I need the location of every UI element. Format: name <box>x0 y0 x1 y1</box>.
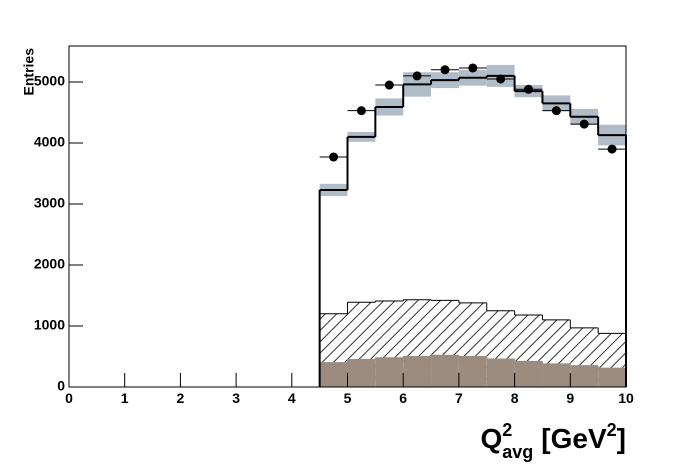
y-tick-label: 4000 <box>34 134 65 150</box>
x-tick-label: 1 <box>121 390 129 406</box>
x-label-sub: avg <box>502 442 533 462</box>
x-tick-label: 3 <box>232 390 240 406</box>
x-tick-label: 7 <box>455 390 463 406</box>
data-point <box>496 74 506 84</box>
filled-bin <box>486 358 515 387</box>
x-label-base: Q <box>480 423 502 454</box>
x-label-sup: 2 <box>502 420 512 440</box>
data-point <box>329 152 339 162</box>
filled-bin <box>458 356 487 387</box>
y-tick-label: 1000 <box>34 317 65 333</box>
x-label-close: ] <box>617 423 626 454</box>
y-tick-label: 5000 <box>34 73 65 89</box>
data-point <box>468 63 478 73</box>
filled-bin <box>598 368 626 387</box>
filled-bin <box>319 362 348 387</box>
data-point <box>384 80 394 90</box>
y-axis-label: Entries <box>21 48 37 96</box>
x-tick-label: 9 <box>566 390 574 406</box>
x-tick-label: 0 <box>65 390 73 406</box>
filled-bin <box>570 365 599 387</box>
x-tick-label: 4 <box>288 390 296 406</box>
data-point <box>551 106 561 116</box>
x-tick-label: 5 <box>344 390 352 406</box>
y-tick-label: 3000 <box>34 195 65 211</box>
filled-bin <box>514 361 543 387</box>
x-tick-label: 10 <box>618 390 634 406</box>
data-point <box>607 144 617 154</box>
x-axis-label: Q2 avg [GeV2] <box>480 420 626 462</box>
y-tick-label: 2000 <box>34 256 65 272</box>
x-tick-label: 2 <box>177 390 185 406</box>
data-point <box>579 119 589 129</box>
data-point <box>524 84 534 94</box>
filled-bin <box>431 355 459 387</box>
data-point <box>440 65 450 75</box>
filled-bin <box>347 359 376 387</box>
filled-bin <box>375 357 404 387</box>
filled-bin <box>403 356 432 387</box>
x-label-unit-sup: 2 <box>607 420 617 440</box>
x-label-unit: [GeV <box>541 423 607 454</box>
filled-bin <box>542 363 571 387</box>
data-point <box>412 71 422 81</box>
x-tick-label: 6 <box>399 390 407 406</box>
data-point <box>356 106 366 116</box>
y-tick-label: 0 <box>57 378 65 394</box>
x-tick-label: 8 <box>511 390 519 406</box>
